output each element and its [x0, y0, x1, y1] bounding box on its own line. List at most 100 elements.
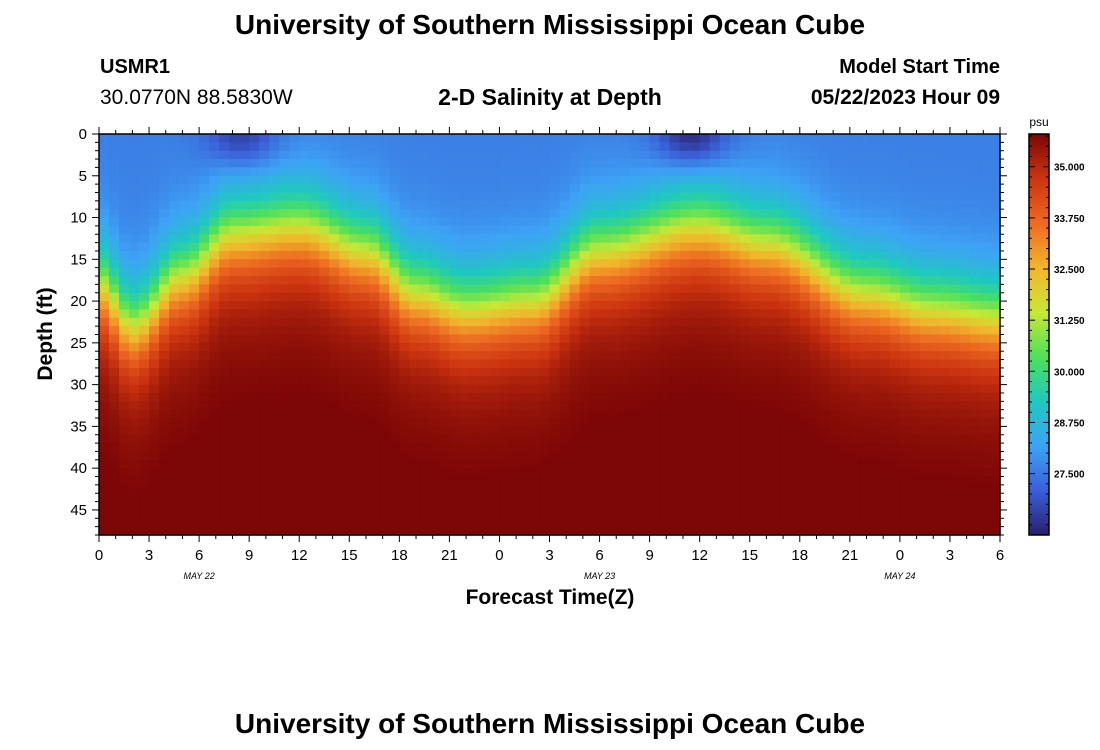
heatmap-cell [709, 518, 721, 528]
heatmap-cell [919, 309, 931, 319]
heatmap-cell [959, 184, 971, 194]
heatmap-cell [519, 326, 531, 336]
heatmap-cell [149, 259, 160, 269]
heatmap-cell [699, 301, 711, 311]
heatmap-cell [239, 284, 250, 294]
heatmap-cell [929, 443, 941, 453]
heatmap-cell [769, 150, 781, 160]
heatmap-cell [529, 326, 541, 336]
heatmap-cell [929, 209, 941, 219]
heatmap-cell [259, 376, 270, 386]
heatmap-cell [949, 309, 961, 319]
heatmap-cell [439, 134, 450, 143]
heatmap-cell [399, 484, 410, 494]
heatmap-cell [609, 526, 621, 536]
heatmap-cell [679, 184, 691, 194]
heatmap-cell [919, 426, 931, 436]
heatmap-cell [929, 259, 941, 269]
heatmap-cell [789, 376, 801, 386]
heatmap-cell [949, 284, 961, 294]
heatmap-cell [299, 501, 310, 511]
heatmap-cell [899, 418, 911, 427]
heatmap-cell [569, 451, 581, 461]
heatmap-cell [729, 401, 741, 411]
heatmap-cell [469, 284, 481, 294]
heatmap-cell [469, 184, 481, 194]
heatmap-cell [299, 493, 310, 503]
heatmap-cell [279, 493, 290, 503]
heatmap-cell [929, 334, 941, 344]
heatmap-cell [189, 334, 200, 344]
heatmap-cell [659, 142, 671, 152]
heatmap-cell [409, 426, 420, 436]
heatmap-cell [659, 418, 671, 427]
heatmap-cell [809, 501, 821, 511]
heatmap-cell [609, 418, 621, 427]
heatmap-cell [689, 292, 701, 302]
heatmap-cell [189, 209, 200, 219]
heatmap-cell [989, 342, 1001, 352]
heatmap-cell [759, 418, 771, 427]
heatmap-cell [239, 259, 250, 269]
heatmap-cell [559, 359, 571, 369]
heatmap-cell [289, 409, 300, 419]
heatmap-cell [149, 334, 160, 344]
heatmap-cell [769, 259, 781, 269]
heatmap-cell [539, 367, 551, 377]
heatmap-cell [459, 476, 471, 486]
heatmap-cell [849, 142, 861, 152]
heatmap-cell [329, 342, 340, 352]
heatmap-cell [159, 409, 170, 419]
heatmap-cell [299, 426, 310, 436]
heatmap-cell [539, 192, 551, 202]
heatmap-cell [739, 367, 751, 377]
heatmap-cell [789, 150, 801, 160]
heatmap-cell [589, 359, 601, 369]
heatmap-cell [849, 150, 861, 160]
heatmap-cell [389, 234, 400, 244]
heatmap-cell [509, 476, 521, 486]
heatmap-cell [249, 443, 260, 453]
heatmap-cell [669, 301, 681, 311]
heatmap-cell [459, 267, 471, 277]
heatmap-cell [579, 309, 591, 319]
heatmap-cell [549, 501, 561, 511]
heatmap-cell [849, 267, 861, 277]
heatmap-cell [179, 142, 190, 152]
heatmap-cell [159, 501, 170, 511]
heatmap-cell [859, 434, 871, 444]
heatmap-cell [979, 351, 991, 361]
heatmap-cell [439, 142, 450, 152]
heatmap-cell [759, 209, 771, 219]
heatmap-cell [329, 526, 340, 536]
heatmap-cell [279, 309, 290, 319]
colorbar-tick-label: 32.500 [1054, 265, 1085, 276]
heatmap-cell [859, 267, 871, 277]
heatmap-cell [959, 192, 971, 202]
heatmap-cell [759, 175, 771, 185]
heatmap-cell [819, 225, 831, 235]
heatmap-cell [719, 342, 731, 352]
heatmap-cell [789, 526, 801, 536]
heatmap-cell [649, 342, 661, 352]
heatmap-cell [319, 334, 330, 344]
heatmap-cell [569, 217, 581, 227]
heatmap-cell [159, 192, 170, 202]
heatmap-cell [849, 426, 861, 436]
heatmap-cell [99, 292, 110, 302]
heatmap-cell [869, 493, 881, 503]
heatmap-cell [99, 167, 110, 177]
heatmap-cell [699, 234, 711, 244]
heatmap-cell [529, 250, 541, 260]
heatmap-cell [979, 526, 991, 536]
heatmap-cell [209, 267, 220, 277]
heatmap-cell [779, 150, 791, 160]
heatmap-cell [439, 167, 450, 177]
heatmap-cell [899, 518, 911, 528]
heatmap-cell [629, 150, 641, 160]
heatmap-cell [449, 250, 460, 260]
heatmap-cell [469, 376, 481, 386]
heatmap-cell [599, 284, 611, 294]
heatmap-cell [309, 326, 320, 336]
heatmap-cell [99, 217, 110, 227]
